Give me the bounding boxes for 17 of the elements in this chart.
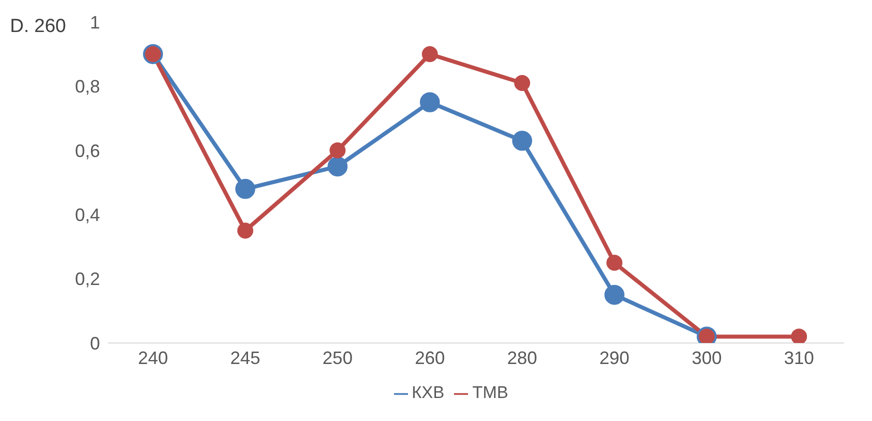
y-tick-label: 0,4 bbox=[74, 204, 100, 225]
y-tick-label: 0,6 bbox=[74, 140, 100, 161]
legend-label: ТМВ bbox=[472, 383, 508, 402]
y-tick-label: 0 bbox=[90, 333, 100, 354]
x-tick-label: 260 bbox=[414, 348, 445, 368]
legend-label: КХВ bbox=[412, 383, 444, 402]
x-tick-label: 245 bbox=[230, 348, 260, 368]
y-tick-label: 0,2 bbox=[74, 269, 100, 290]
x-tick-label: 300 bbox=[692, 348, 722, 368]
x-tick-label: 250 bbox=[322, 348, 353, 368]
y-tick-label: 0,8 bbox=[74, 76, 100, 97]
x-tick-label: 280 bbox=[507, 348, 538, 368]
y-axis-title: D. 260 bbox=[10, 16, 66, 38]
x-tick-label: 310 bbox=[784, 348, 814, 368]
y-tick-label: 1 bbox=[90, 12, 100, 32]
x-tick-label: 240 bbox=[138, 348, 168, 368]
x-tick-label: 290 bbox=[599, 348, 630, 368]
